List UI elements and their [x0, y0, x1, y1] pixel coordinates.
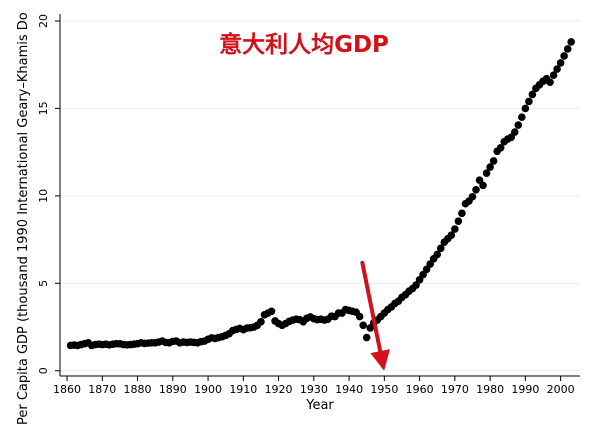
x-ticks: 1860 1870 1880 1890 1900 1910 1920 1930 1940 1950…: [53, 376, 575, 396]
x-tick-label: 1880: [124, 383, 152, 396]
axes: [59, 14, 580, 377]
data-points: [66, 38, 575, 350]
x-tick-label: 1910: [229, 383, 257, 396]
data-point: [549, 71, 558, 80]
data-point: [433, 250, 442, 259]
data-point: [514, 121, 523, 129]
chart-title: 意大利人均GDP: [219, 31, 389, 58]
x-tick-label: 1930: [300, 383, 328, 396]
y-axis-title: Per Capita GDP (thousand 1990 Internatio…: [16, 12, 31, 425]
data-point: [482, 169, 491, 177]
data-point: [362, 333, 371, 342]
data-point: [479, 181, 487, 190]
x-tick-label: 1900: [194, 383, 222, 396]
data-point: [518, 113, 526, 121]
data-point: [451, 225, 459, 233]
x-tick-label: 1990: [511, 383, 539, 396]
data-point: [510, 128, 519, 136]
data-point: [472, 185, 480, 194]
data-point: [521, 104, 530, 113]
x-tick-label: 1940: [335, 383, 363, 396]
x-tick-label: 1920: [265, 383, 293, 396]
grid-lines: [60, 20, 580, 372]
data-point: [458, 209, 466, 218]
x-axis-title: Year: [305, 398, 334, 413]
y-tick-label: 20: [37, 14, 50, 28]
x-tick-label: 1890: [159, 383, 187, 396]
data-point: [489, 157, 498, 165]
data-point: [359, 321, 367, 330]
x-tick-label: 1860: [53, 383, 81, 396]
data-point: [556, 59, 565, 67]
data-point: [486, 163, 494, 171]
y-ticks: 0 5 10 15 20: [37, 14, 60, 374]
data-point: [560, 52, 568, 60]
data-point: [257, 317, 265, 326]
data-point: [267, 307, 276, 316]
data-point: [447, 231, 456, 240]
data-point: [553, 65, 561, 73]
data-point: [563, 45, 572, 53]
data-point: [528, 90, 537, 99]
y-tick-label: 10: [37, 189, 50, 203]
annotation-arrow: [360, 260, 390, 371]
data-point: [496, 143, 505, 152]
x-tick-label: 1970: [441, 383, 469, 396]
y-tick-label: 5: [37, 280, 50, 287]
x-tick-label: 1980: [476, 383, 504, 396]
data-point: [525, 97, 533, 106]
data-point: [546, 78, 554, 87]
data-point: [468, 192, 477, 201]
data-point: [436, 244, 445, 253]
x-tick-label: 1870: [88, 383, 116, 396]
data-point: [454, 217, 463, 226]
x-tick-label: 1950: [370, 383, 398, 396]
x-tick-label: 2000: [547, 383, 575, 396]
y-tick-label: 0: [37, 367, 50, 374]
data-point: [567, 38, 575, 46]
x-tick-label: 1960: [406, 383, 434, 396]
data-point: [355, 312, 364, 321]
y-tick-label: 15: [37, 101, 50, 115]
